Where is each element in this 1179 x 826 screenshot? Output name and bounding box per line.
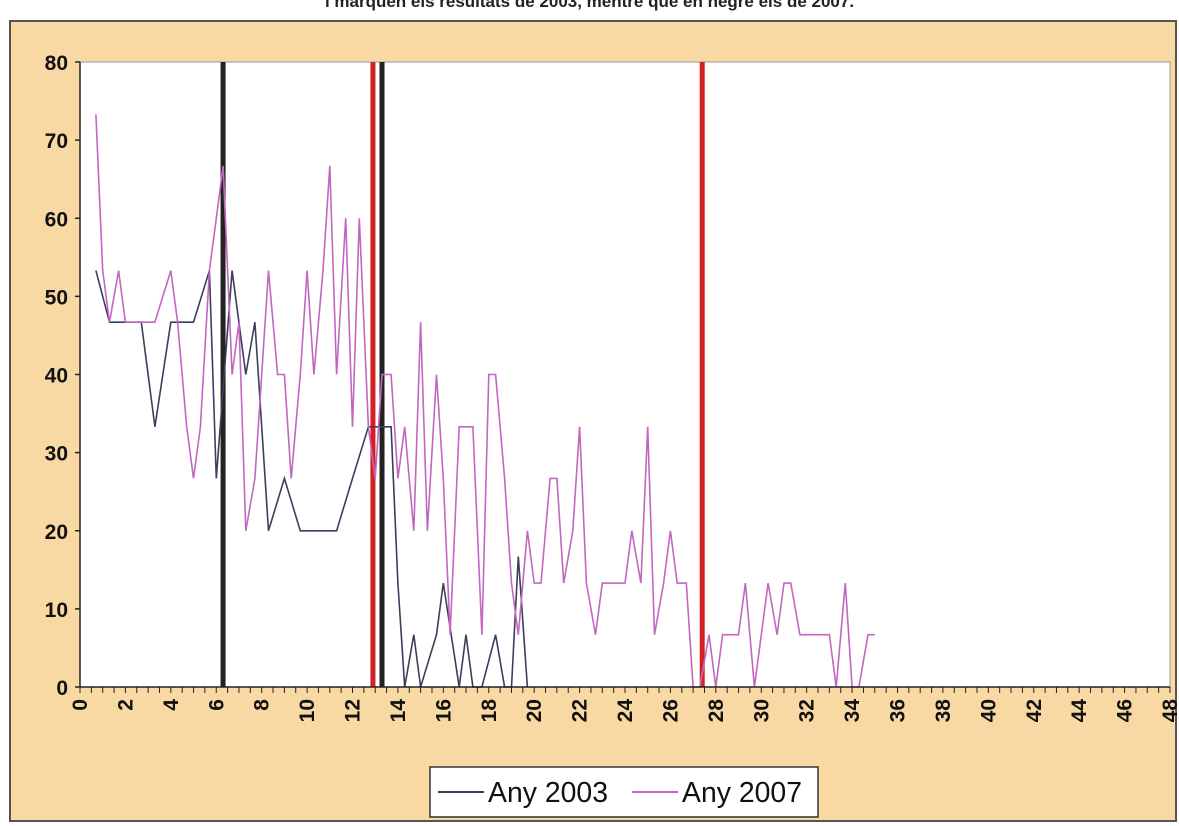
x-tick-label: 10 (296, 699, 319, 722)
x-tick-label: 42 (1023, 699, 1046, 722)
x-tick-label: 46 (1114, 699, 1137, 722)
y-tick-label: 70 (45, 130, 68, 153)
y-tick-label: 0 (56, 677, 68, 700)
x-tick-label: 22 (569, 699, 592, 722)
x-tick-label: 4 (160, 699, 183, 711)
x-tick-label: 18 (478, 699, 501, 723)
x-tick-label: 16 (432, 699, 455, 722)
x-tick-label: 34 (841, 699, 864, 723)
figure-caption: i marquen els resultats de 2003, mentre … (324, 0, 855, 11)
x-tick-label: 8 (251, 699, 274, 711)
legend: Any 2003 Any 2007 (429, 766, 819, 818)
x-tick-label: 40 (977, 699, 1000, 722)
series-line-2 (95, 114, 875, 688)
legend-label-1: Any 2003 (488, 777, 608, 809)
y-tick-label: 80 (45, 52, 68, 75)
x-tick-label: 2 (114, 699, 137, 711)
x-tick-label: 38 (932, 699, 955, 723)
x-tick-label: 32 (796, 699, 819, 722)
x-tick-label: 12 (342, 699, 365, 722)
x-tick-label: 44 (1068, 699, 1091, 723)
x-tick-label: 20 (523, 699, 546, 722)
legend-box (429, 766, 819, 818)
y-tick-label: 10 (45, 599, 68, 622)
x-tick-label: 0 (69, 699, 92, 711)
y-tick-label: 40 (45, 365, 68, 388)
plot-area (79, 61, 1171, 688)
y-tick-label: 20 (45, 521, 68, 544)
x-tick-label: 26 (659, 699, 682, 722)
y-tick-label: 50 (45, 286, 68, 309)
x-tick-label: 14 (387, 699, 410, 723)
y-tick-label: 60 (45, 208, 68, 231)
y-tick-label: 30 (45, 443, 68, 466)
x-tick-label: 28 (705, 699, 728, 723)
legend-label-2: Any 2007 (682, 777, 802, 809)
x-tick-label: 24 (614, 699, 637, 723)
x-tick-label: 30 (750, 699, 773, 722)
x-tick-label: 36 (887, 699, 910, 722)
x-tick-label: 6 (205, 699, 228, 711)
x-tick-label: 48 (1159, 699, 1179, 723)
